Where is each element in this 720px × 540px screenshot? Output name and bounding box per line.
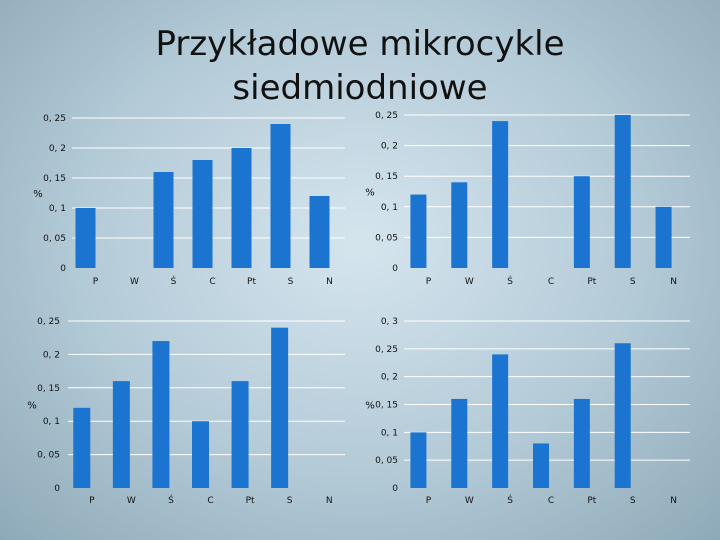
x-tick-label: N xyxy=(670,277,677,287)
x-tick-label: S xyxy=(287,496,293,506)
x-tick-label: Pt xyxy=(587,496,596,506)
bar-C xyxy=(533,443,549,488)
x-tick-label: Pt xyxy=(247,277,256,287)
x-tick-label: C xyxy=(209,277,215,287)
y-axis-label: % xyxy=(365,188,375,199)
y-tick-label: 0, 2 xyxy=(381,142,398,152)
bar-N xyxy=(655,206,672,268)
bar-Pt xyxy=(231,148,252,268)
bar-C xyxy=(192,421,209,488)
y-tick-label: 0, 25 xyxy=(43,114,66,124)
y-tick-label: 0, 2 xyxy=(381,373,398,383)
y-tick-label: 0, 15 xyxy=(375,401,398,411)
y-tick-label: 0, 15 xyxy=(37,384,60,394)
y-tick-label: 0 xyxy=(60,264,66,274)
title-line-2: siedmiodniowe xyxy=(232,68,488,108)
bar-P xyxy=(75,208,96,268)
x-tick-label: S xyxy=(630,277,636,287)
x-tick-label: W xyxy=(127,496,136,506)
bar-Ś xyxy=(492,354,509,488)
y-axis-label: % xyxy=(33,189,43,200)
bar-C xyxy=(192,160,213,268)
bar-Ś xyxy=(152,341,170,488)
bar-Pt xyxy=(231,381,249,488)
x-tick-label: P xyxy=(93,277,99,287)
x-tick-label: Ś xyxy=(171,275,177,287)
x-tick-label: S xyxy=(288,277,294,287)
bar-S xyxy=(270,124,291,268)
y-tick-label: 0, 15 xyxy=(43,174,66,184)
x-tick-label: W xyxy=(465,496,474,506)
x-tick-label: Ś xyxy=(168,494,174,506)
slide-title: Przykładowe mikrocykle siedmiodniowe xyxy=(100,22,620,110)
x-tick-label: C xyxy=(548,277,554,287)
y-tick-label: 0, 05 xyxy=(37,451,60,461)
bar-W xyxy=(112,381,130,488)
y-tick-label: 0, 3 xyxy=(381,317,398,327)
bar-N xyxy=(309,196,330,268)
bar-Ś xyxy=(492,121,509,269)
y-tick-label: 0, 05 xyxy=(375,233,398,243)
x-tick-label: W xyxy=(130,277,139,287)
x-tick-label: P xyxy=(426,277,432,287)
x-tick-label: P xyxy=(426,496,432,506)
x-tick-label: W xyxy=(465,277,474,287)
bar-P xyxy=(73,407,91,488)
x-tick-label: P xyxy=(89,496,95,506)
y-tick-label: 0, 05 xyxy=(375,456,398,466)
x-tick-label: C xyxy=(207,496,213,506)
bar-S xyxy=(271,327,289,488)
bar-P xyxy=(410,432,427,488)
x-tick-label: N xyxy=(670,496,677,506)
y-tick-label: 0, 2 xyxy=(43,350,60,360)
bar-Ś xyxy=(153,172,174,268)
y-axis-label: % xyxy=(27,401,37,412)
x-tick-label: N xyxy=(326,496,333,506)
x-tick-label: Pt xyxy=(246,496,255,506)
y-tick-label: 0, 1 xyxy=(381,203,398,213)
bar-W xyxy=(451,182,468,268)
x-tick-label: N xyxy=(326,277,333,287)
x-tick-label: Ś xyxy=(507,494,513,506)
y-tick-label: 0 xyxy=(392,484,398,494)
y-axis-label: % xyxy=(365,401,375,412)
y-tick-label: 0, 25 xyxy=(37,317,60,327)
y-tick-label: 0 xyxy=(392,264,398,274)
bar-Pt xyxy=(573,176,590,268)
y-tick-label: 0, 1 xyxy=(43,417,60,427)
y-tick-label: 0 xyxy=(54,484,60,494)
x-tick-label: Ś xyxy=(507,275,513,287)
title-line-1: Przykładowe mikrocykle xyxy=(155,24,565,64)
y-tick-label: 0, 25 xyxy=(375,111,398,121)
x-tick-label: S xyxy=(630,496,636,506)
y-tick-label: 0, 25 xyxy=(375,345,398,355)
y-tick-label: 0, 2 xyxy=(49,144,66,154)
y-tick-label: 0, 1 xyxy=(49,204,66,214)
y-tick-label: 0, 1 xyxy=(381,428,398,438)
y-tick-label: 0, 15 xyxy=(375,172,398,182)
bar-Pt xyxy=(573,398,590,488)
bar-S xyxy=(614,343,631,488)
bar-P xyxy=(410,194,427,268)
x-tick-label: C xyxy=(548,496,554,506)
bar-W xyxy=(451,398,468,488)
x-tick-label: Pt xyxy=(587,277,596,287)
y-tick-label: 0, 05 xyxy=(43,234,66,244)
bar-S xyxy=(614,115,631,268)
